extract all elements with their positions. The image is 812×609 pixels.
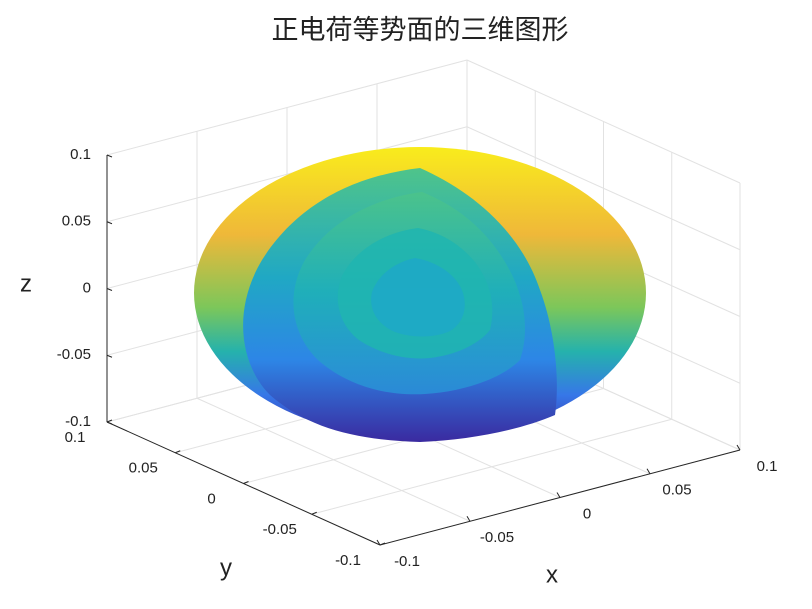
axes: -0.1-0.0500.050.1-0.1-0.0500.050.1-0.1-0…: [57, 146, 778, 570]
z-tick-label: 0.05: [62, 213, 91, 230]
x-tick-label: 0.05: [662, 482, 691, 499]
y-axis-label: y: [220, 554, 232, 581]
grid-line: [106, 59, 468, 156]
y-tick-label: 0: [207, 490, 215, 507]
x-axis-label: x: [546, 561, 558, 588]
grid-line: [106, 126, 468, 223]
y-tick: [379, 542, 386, 546]
surface: [194, 147, 646, 442]
y-tick-label: -0.1: [335, 552, 361, 569]
x-tick: [466, 515, 471, 522]
grid-line: [311, 418, 672, 515]
x-tick-label: 0.1: [757, 458, 778, 475]
z-tick-label: -0.05: [57, 346, 91, 363]
z-tick: [106, 354, 113, 358]
grid-line: [466, 126, 741, 251]
grid-line: [466, 59, 741, 184]
y-tick-label: 0.1: [65, 429, 86, 446]
x-tick: [376, 539, 381, 546]
inner-shell: [371, 258, 465, 337]
z-tick: [106, 154, 113, 158]
x-tick-label: -0.1: [394, 553, 420, 570]
z-tick-label: 0: [83, 279, 91, 296]
z-tick: [106, 221, 113, 225]
y-tick-label: 0.05: [129, 460, 158, 477]
y-tick: [106, 419, 113, 423]
x-tick: [556, 492, 561, 498]
z-tick-label: 0.1: [70, 146, 91, 163]
chart-title: 正电荷等势面的三维图形: [272, 15, 569, 45]
x-tick: [736, 444, 741, 451]
z-tick: [106, 288, 113, 291]
y-tick: [311, 511, 317, 515]
z-axis-label: z: [20, 270, 32, 297]
x-tick-label: 0: [583, 505, 591, 522]
x-tick: [646, 468, 651, 475]
x-tick-label: -0.05: [480, 529, 514, 546]
z-tick: [106, 421, 113, 425]
y-tick: [175, 450, 181, 454]
z-tick-label: -0.1: [65, 413, 91, 430]
y-tick-label: -0.05: [263, 521, 297, 538]
y-tick: [243, 481, 249, 484]
